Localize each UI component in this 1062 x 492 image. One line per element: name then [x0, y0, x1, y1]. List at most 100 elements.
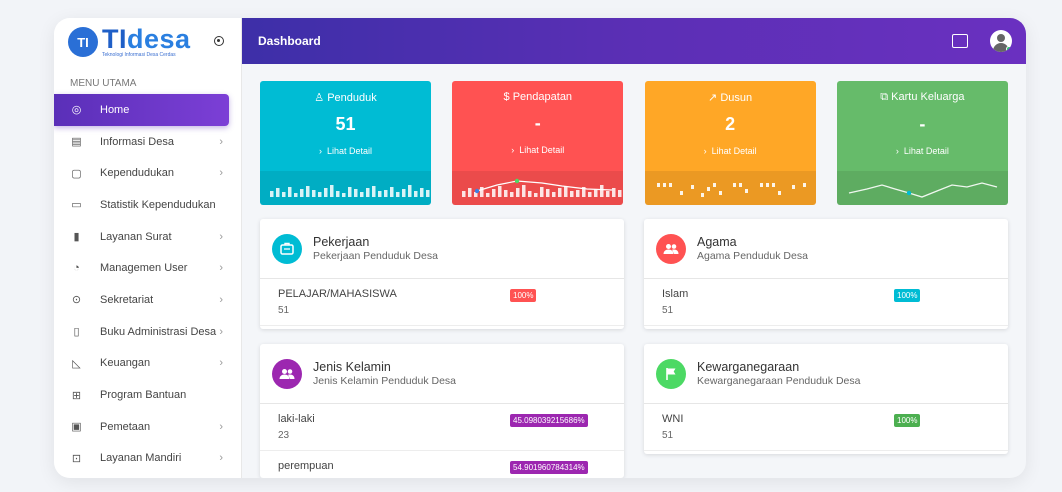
sidebar: TI TIdesa Teknologi Informasi Desa Cerda…	[54, 18, 242, 478]
sidebar-item-label: Statistik Kependudukan	[100, 198, 216, 211]
row-count: 51	[662, 305, 674, 316]
sparkline-chart	[836, 171, 1008, 205]
logo-icon: TI	[68, 27, 98, 57]
sidebar-item-layanan-mandiri[interactable]: ⊡ Layanan Mandiri ›	[54, 443, 241, 475]
user-icon: ♙	[314, 92, 325, 104]
logo-tagline: Teknologi Informasi Desa Cerdas	[102, 51, 176, 58]
palette-icon: ◎	[71, 104, 82, 117]
people-icon	[272, 358, 302, 389]
card-subtitle: Jenis Kelamin Penduduk Desa	[313, 375, 457, 387]
sidebar-item-label: Sekretariat	[100, 293, 154, 306]
stat-row: Islam 51 100%	[644, 279, 1008, 326]
target-icon: ⊙	[71, 294, 82, 307]
sidebar-item-label: Layanan Surat	[100, 230, 172, 243]
inbox-icon: ⊡	[71, 452, 82, 465]
stat-label: ↗ Dusun	[708, 92, 753, 104]
sidebar-item-label: Kependudukan	[100, 167, 175, 180]
row-name: PELAJAR/MAHASISWA	[278, 288, 397, 300]
chevron-right-icon: ›	[219, 293, 223, 306]
chevron-right-icon: ›	[219, 262, 223, 275]
stat-row: laki-laki 23 45.098039215686%	[260, 404, 624, 451]
sidebar-item-label: Home	[100, 103, 130, 116]
card-subtitle: Pekerjaan Penduduk Desa	[313, 250, 438, 262]
list-icon: ▤	[71, 136, 82, 149]
sparkline-chart	[260, 171, 431, 205]
stat-value: -	[919, 114, 926, 134]
stat-tile-penduduk: ♙ Penduduk 51 › Lihat Detail	[260, 81, 431, 205]
stat-label: $ Pendapatan	[503, 91, 573, 103]
chevron-right-icon: ›	[895, 146, 899, 156]
fullscreen-icon[interactable]	[952, 34, 968, 48]
logo-name-part2: desa	[127, 23, 191, 54]
card-agama: Agama Agama Penduduk Desa Islam 51 100%	[644, 219, 1008, 329]
chevron-right-icon: ›	[219, 420, 223, 433]
sidebar-item-layanan-surat[interactable]: ▮ Layanan Surat ›	[54, 221, 241, 253]
sidebar-item-kependudukan[interactable]: ▢ Kependudukan ›	[54, 157, 241, 189]
sidebar-item-label: Pemetaan	[100, 420, 151, 433]
clipboard-icon: ▢	[71, 167, 82, 180]
chevron-right-icon: ›	[219, 357, 223, 370]
sidebar-item-pemetaan[interactable]: ▣ Pemetaan ›	[54, 411, 241, 443]
avatar[interactable]	[990, 30, 1012, 52]
sidebar-item-program-bantuan[interactable]: ⊞ Program Bantuan	[54, 379, 241, 411]
row-count: 23	[278, 430, 290, 441]
book-icon: ▯	[73, 326, 80, 339]
stat-label: ♙ Penduduk	[314, 92, 377, 104]
chevron-right-icon: ›	[511, 145, 515, 155]
sidebar-item-label: Managemen User	[100, 262, 188, 275]
logo-name: TIdesa	[102, 23, 191, 54]
sidebar-item-managemen-user[interactable]: ◔ Managemen User ›	[54, 252, 241, 284]
card-title: Kewarganegaraan	[697, 360, 800, 374]
cast-icon: ◺	[72, 357, 81, 370]
chevron-right-icon: ›	[219, 325, 223, 338]
topbar: Dashboard	[242, 18, 1026, 64]
stat-row: perempuan 54.901960784314%	[260, 451, 624, 478]
chevron-right-icon: ›	[219, 230, 223, 243]
sidebar-item-label: Keuangan	[100, 357, 151, 370]
sidebar-item-keuangan[interactable]: ◺ Keuangan ›	[54, 348, 241, 380]
percent-badge: 45.098039215686%	[510, 414, 588, 427]
stat-row: PELAJAR/MAHASISWA 51 100%	[260, 279, 624, 326]
sparkline-chart	[644, 171, 816, 205]
stat-value: 51	[335, 114, 356, 134]
sidebar-item-statistik-kependudukan[interactable]: ▭ Statistik Kependudukan	[54, 189, 241, 221]
stat-row: WNI 51 100%	[644, 404, 1008, 451]
card-pekerjaan: Pekerjaan Pekerjaan Penduduk Desa PELAJAR/…	[260, 219, 624, 329]
sidebar-item-home[interactable]: ◎ Home	[54, 94, 229, 126]
card-title: Pekerjaan	[313, 235, 370, 249]
sidebar-item-sekretariat[interactable]: ⊙ Sekretariat ›	[54, 284, 241, 316]
sidebar-menu: ◎ Home ▤ Informasi Desa › ▢ Kependudukan › ▭ Stat…	[54, 94, 241, 474]
stat-detail-link[interactable]: › Lihat Detail	[511, 145, 565, 155]
copy-icon: ⧉	[880, 91, 889, 103]
percent-badge: 100%	[510, 289, 537, 302]
trend-icon: ↗	[708, 92, 718, 104]
sidebar-item-label: Layanan Mandiri	[100, 452, 182, 465]
chevron-right-icon: ›	[219, 135, 223, 148]
card-header: Pekerjaan Pekerjaan Penduduk Desa	[260, 219, 624, 279]
chevron-right-icon: ›	[318, 146, 322, 156]
flag-icon	[656, 358, 686, 389]
sidebar-item-label: Buku Administrasi Desa	[100, 325, 217, 338]
sidebar-item-buku-administrasi-desa[interactable]: ▯ Buku Administrasi Desa ›	[54, 316, 241, 348]
user-circle-icon: ◔	[73, 262, 80, 275]
stat-tile-pendapatan: $ Pendapatan - › Lihat Detail	[452, 81, 624, 205]
row-name: laki-laki	[278, 413, 315, 425]
menu-heading: MENU UTAMA	[70, 78, 137, 89]
row-name: perempuan	[278, 460, 334, 472]
sidebar-item-label: Program Bantuan	[100, 389, 187, 402]
row-name: WNI	[662, 413, 684, 425]
stat-label: ⧉ Kartu Keluarga	[880, 91, 965, 103]
stat-detail-link[interactable]: › Lihat Detail	[895, 146, 949, 156]
stat-tile-dusun: ↗ Dusun 2 › Lihat Detail	[644, 81, 816, 205]
stat-detail-link[interactable]: › Lihat Detail	[703, 146, 757, 156]
card-subtitle: Agama Penduduk Desa	[697, 250, 808, 262]
percent-badge: 100%	[894, 289, 921, 302]
sidebar-item-informasi-desa[interactable]: ▤ Informasi Desa ›	[54, 126, 241, 158]
percent-badge: 54.901960784314%	[510, 461, 588, 474]
monitor-icon: ▭	[71, 199, 82, 212]
stat-detail-link[interactable]: › Lihat Detail	[318, 146, 373, 156]
row-name: Islam	[662, 288, 689, 300]
brand[interactable]: TI TIdesa Teknologi Informasi Desa Cerda…	[54, 18, 241, 66]
sidebar-pin-icon[interactable]	[214, 36, 224, 46]
chevron-right-icon: ›	[219, 452, 223, 465]
